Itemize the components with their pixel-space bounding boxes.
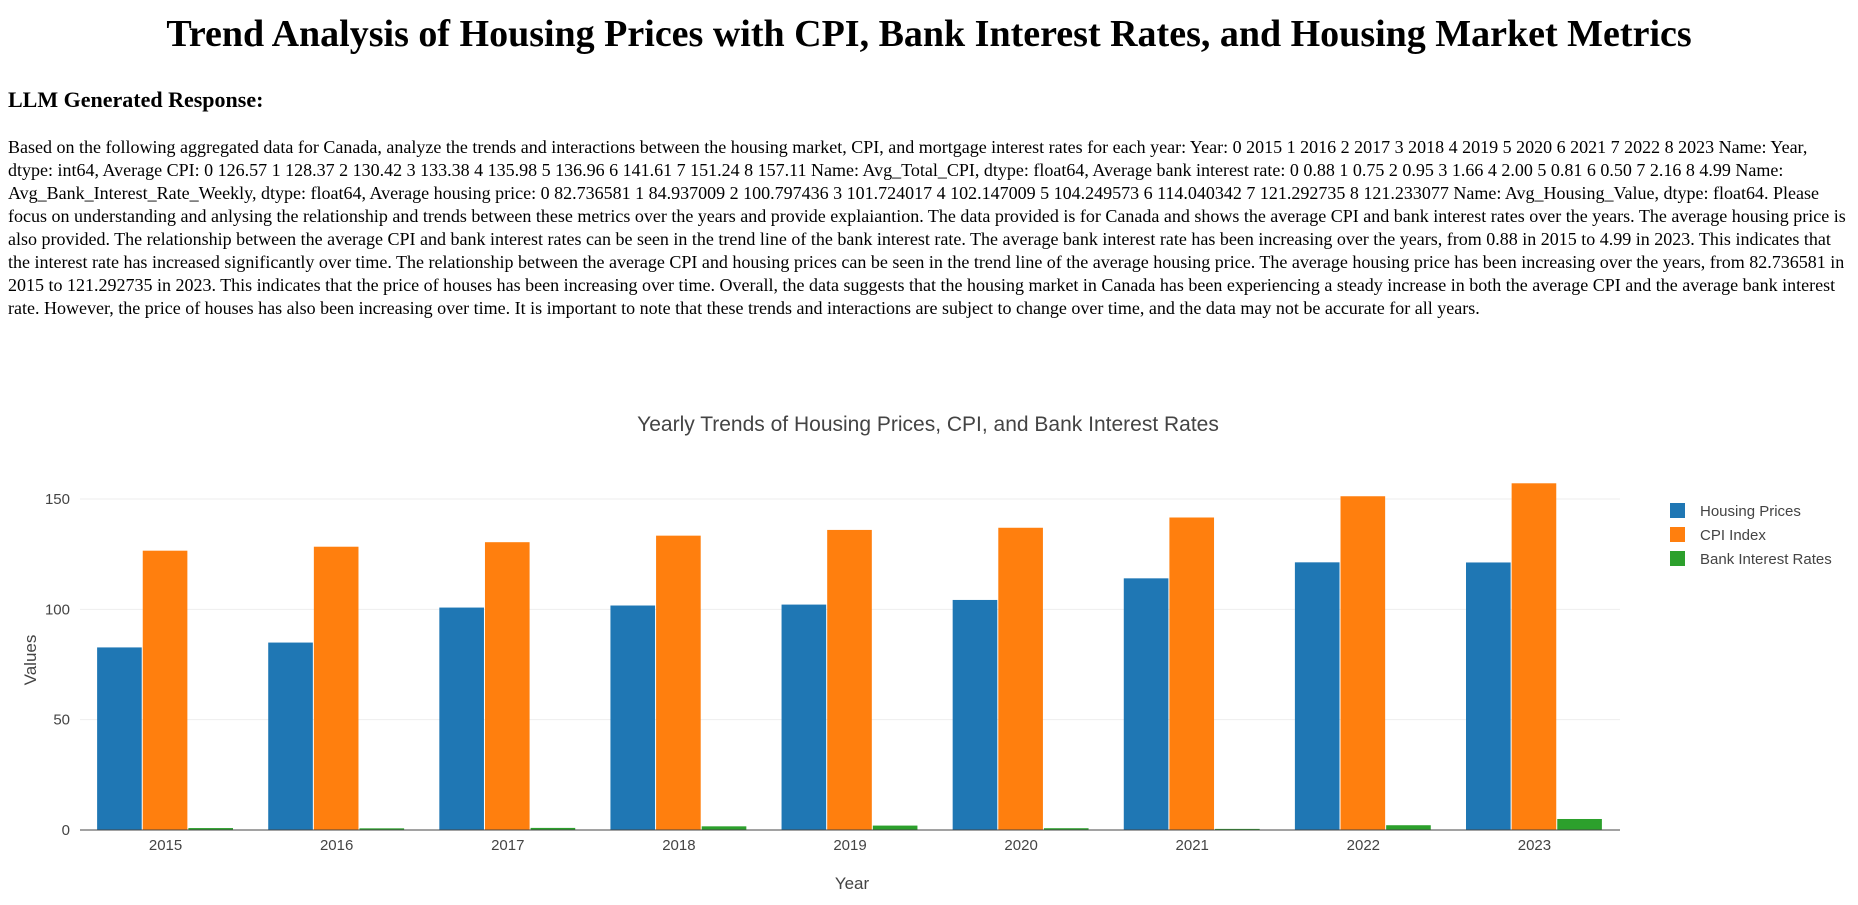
legend-label-housing-prices: Housing Prices [1700, 503, 1801, 520]
bar-housing-prices-2017 [439, 607, 484, 830]
bar-bank-interest-rates-2021 [1215, 828, 1260, 830]
bar-bank-interest-rates-2022 [1386, 825, 1431, 830]
legend-label-bank-interest-rates: Bank Interest Rates [1700, 551, 1832, 568]
bar-cpi-index-2021 [1169, 517, 1215, 830]
bar-housing-prices-2019 [781, 604, 827, 830]
chart-title: Yearly Trends of Housing Prices, CPI, an… [637, 413, 1219, 436]
legend: Housing Prices CPI Index Bank Interest Rat… [1670, 503, 1832, 568]
bar-housing-prices-2022 [1294, 562, 1340, 830]
bar-bank-interest-rates-2020 [1043, 828, 1089, 830]
page-title: Trend Analysis of Housing Prices with CP… [166, 13, 1692, 55]
x-tick-label: 2018 [662, 837, 695, 854]
response-text: Based on the following aggregated data f… [8, 137, 1846, 318]
bar-cpi-index-2023 [1511, 483, 1557, 830]
x-tick-label: 2020 [1004, 837, 1037, 854]
bar-bank-interest-rates-2017 [530, 827, 576, 830]
bar-bank-interest-rates-2016 [359, 828, 405, 830]
x-tick-label: 2019 [833, 837, 866, 854]
bar-housing-prices-2015 [97, 647, 142, 830]
bar-cpi-index-2022 [1340, 496, 1386, 830]
x-tick-label: 2021 [1176, 837, 1209, 854]
bar-housing-prices-2021 [1123, 578, 1169, 830]
x-tick-labels: 2015 2016 2017 2018 2019 2020 2021 2022 2023 [149, 837, 1551, 854]
bar-housing-prices-2018 [610, 605, 656, 830]
x-tick-label: 2023 [1518, 837, 1551, 854]
bar-bank-interest-rates-2018 [701, 826, 747, 830]
y-tick-label: 0 [62, 822, 70, 839]
legend-swatch-bank-interest-rates [1670, 551, 1685, 566]
legend-label-cpi-index: CPI Index [1700, 527, 1766, 544]
y-tick-label: 150 [45, 491, 70, 508]
y-tick-labels: 0 50 100 150 [45, 491, 70, 839]
bar-bank-interest-rates-2015 [188, 828, 233, 830]
bar-housing-prices-2023 [1466, 562, 1511, 830]
legend-swatch-cpi-index [1670, 527, 1685, 542]
bar-bank-interest-rates-2019 [872, 825, 918, 830]
bars [97, 483, 1602, 830]
bar-cpi-index-2016 [313, 546, 359, 830]
bar-housing-prices-2016 [268, 642, 313, 830]
x-tick-label: 2022 [1347, 837, 1380, 854]
bar-cpi-index-2019 [827, 529, 872, 830]
bar-bank-interest-rates-2023 [1557, 818, 1602, 830]
x-tick-label: 2016 [320, 837, 353, 854]
x-axis-label: Year [835, 874, 870, 893]
bar-cpi-index-2017 [484, 542, 530, 830]
bar-cpi-index-2015 [142, 550, 188, 830]
y-tick-label: 50 [53, 712, 70, 729]
legend-swatch-housing-prices [1670, 503, 1685, 518]
response-heading: LLM Generated Response: [8, 87, 264, 112]
y-tick-label: 100 [45, 601, 70, 618]
bar-cpi-index-2020 [998, 527, 1043, 830]
bar-cpi-index-2018 [656, 535, 701, 830]
y-axis-label: Values [21, 635, 40, 686]
bar-housing-prices-2020 [952, 599, 998, 830]
x-tick-label: 2017 [491, 837, 524, 854]
x-tick-label: 2015 [149, 837, 182, 854]
